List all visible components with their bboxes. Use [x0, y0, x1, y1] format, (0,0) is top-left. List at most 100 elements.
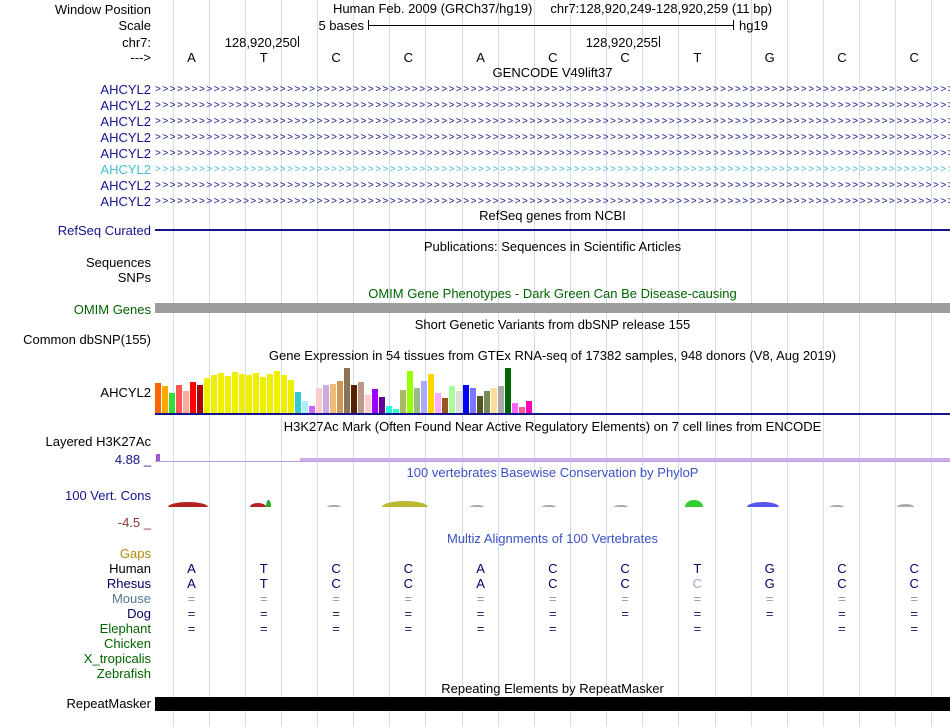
h3k27ac-label[interactable]: Layered H3K27Ac [45, 434, 151, 449]
gene-exon-arrows[interactable]: >>>>>>>>>>>>>>>>>>>>>>>>>>>>>>>>>>>>>>>>… [155, 180, 950, 191]
gtex-baseline[interactable] [155, 413, 950, 415]
refseq-curated-label[interactable]: RefSeq Curated [57, 223, 151, 238]
gtex-tissue-bar[interactable] [274, 371, 280, 415]
gtex-tissue-bar[interactable] [253, 373, 259, 415]
gtex-tissue-bar[interactable] [218, 373, 224, 415]
refseq-curated-track[interactable] [155, 229, 950, 231]
gtex-tissue-bar[interactable] [267, 374, 273, 415]
gtex-tissue-bar[interactable] [456, 391, 462, 415]
gene-label[interactable]: AHCYL2 [100, 82, 151, 97]
species-label[interactable]: Elephant [99, 621, 151, 636]
gtex-tissue-bar[interactable] [400, 390, 406, 415]
dbsnp-label[interactable]: Common dbSNP(155) [23, 332, 151, 347]
gtex-tissue-bar[interactable] [225, 376, 231, 415]
gtex-tissue-bar[interactable] [428, 374, 434, 415]
species-label[interactable]: Gaps [119, 546, 151, 561]
gene-label[interactable]: AHCYL2 [100, 194, 151, 209]
omim-genes-track[interactable] [155, 303, 950, 313]
gtex-tissue-bar[interactable] [288, 380, 294, 415]
conservation-label[interactable]: 100 Vert. Cons [65, 488, 151, 503]
gtex-tissue-bar[interactable] [414, 388, 420, 415]
gene-label[interactable]: AHCYL2 [100, 98, 151, 113]
gene-exon-arrows[interactable]: >>>>>>>>>>>>>>>>>>>>>>>>>>>>>>>>>>>>>>>>… [155, 196, 950, 207]
gtex-tissue-bar[interactable] [484, 391, 490, 415]
omim-genes-label[interactable]: OMIM Genes [73, 302, 151, 317]
gtex-tissue-bar[interactable] [505, 368, 511, 415]
gene-exon-arrows[interactable]: >>>>>>>>>>>>>>>>>>>>>>>>>>>>>>>>>>>>>>>>… [155, 164, 950, 175]
gene-label[interactable]: AHCYL2 [100, 178, 151, 193]
gene-label[interactable]: AHCYL2 [100, 162, 151, 177]
gtex-tissue-bar[interactable] [169, 393, 175, 415]
species-label[interactable]: Chicken [104, 636, 151, 651]
species-label[interactable]: Zebrafish [96, 666, 151, 681]
gene-label[interactable]: AHCYL2 [100, 130, 151, 145]
gene-label[interactable]: AHCYL2 [100, 146, 151, 161]
gtex-tissue-bar[interactable] [386, 406, 392, 415]
gtex-tissue-bar[interactable] [491, 388, 497, 415]
gtex-tissue-bar[interactable] [281, 375, 287, 415]
gtex-tissue-bar[interactable] [155, 383, 161, 415]
gtex-tissue-bar[interactable] [421, 381, 427, 415]
repeatmasker-track[interactable] [155, 697, 950, 711]
repeatmasker-label[interactable]: RepeatMasker [66, 696, 151, 711]
gtex-tissue-bar[interactable] [365, 395, 371, 415]
gtex-tissue-bar[interactable] [323, 385, 329, 415]
species-label[interactable]: Mouse [111, 591, 151, 606]
gtex-tissue-bar[interactable] [379, 397, 385, 415]
alignment-base: C [837, 561, 847, 576]
publications-snps-label[interactable]: SNPs [117, 270, 151, 285]
gtex-tissue-bar[interactable] [162, 386, 168, 415]
gtex-tissue-bar[interactable] [477, 396, 483, 415]
gtex-tissue-bar[interactable] [351, 385, 357, 415]
gtex-tissue-bar[interactable] [344, 368, 350, 415]
h3k27ac-signal-spike[interactable] [156, 454, 160, 461]
gtex-tissue-bar[interactable] [232, 372, 238, 415]
gtex-tissue-bar[interactable] [260, 377, 266, 415]
gtex-tissue-bar[interactable] [442, 398, 448, 415]
gencode-track-title: GENCODE V49lift37 [492, 65, 613, 80]
gene-exon-arrows[interactable]: >>>>>>>>>>>>>>>>>>>>>>>>>>>>>>>>>>>>>>>>… [155, 148, 950, 159]
gtex-tissue-bar[interactable] [407, 371, 413, 415]
gtex-tissue-bar[interactable] [449, 386, 455, 415]
gtex-tissue-bar[interactable] [372, 389, 378, 415]
gtex-tissue-bar[interactable] [204, 378, 210, 415]
gtex-tissue-bar[interactable] [330, 384, 336, 415]
gene-exon-arrows[interactable]: >>>>>>>>>>>>>>>>>>>>>>>>>>>>>>>>>>>>>>>>… [155, 100, 950, 111]
species-label[interactable]: Rhesus [106, 576, 151, 591]
h3k27ac-signal-line[interactable] [155, 461, 950, 462]
gtex-tissue-bar[interactable] [393, 409, 399, 415]
gtex-tissue-bar[interactable] [211, 375, 217, 415]
gene-exon-arrows[interactable]: >>>>>>>>>>>>>>>>>>>>>>>>>>>>>>>>>>>>>>>>… [155, 132, 950, 143]
species-label[interactable]: Human [109, 561, 151, 576]
gene-exon-arrows[interactable]: >>>>>>>>>>>>>>>>>>>>>>>>>>>>>>>>>>>>>>>>… [155, 116, 950, 127]
alignment-row-mouse: Mouse = = = = = = = = = = = [0, 591, 950, 606]
gene-exon-arrows[interactable]: >>>>>>>>>>>>>>>>>>>>>>>>>>>>>>>>>>>>>>>>… [155, 84, 950, 95]
gtex-tissue-bar[interactable] [239, 374, 245, 415]
gtex-tissue-bar[interactable] [435, 393, 441, 415]
species-label[interactable]: X_tropicalis [83, 651, 151, 666]
gtex-gene-label[interactable]: AHCYL2 [100, 385, 151, 400]
gtex-tissue-bar[interactable] [526, 401, 532, 415]
gtex-tissue-bar[interactable] [316, 388, 322, 415]
gtex-tissue-bar[interactable] [190, 382, 196, 415]
gtex-tissue-bar[interactable] [302, 401, 308, 415]
gtex-tissue-bar[interactable] [337, 381, 343, 415]
gtex-tissue-bar[interactable] [183, 391, 189, 415]
gtex-tissue-bar[interactable] [498, 386, 504, 415]
gene-label[interactable]: AHCYL2 [100, 114, 151, 129]
gtex-tissue-bar[interactable] [295, 392, 301, 415]
gtex-tissue-bar[interactable] [463, 385, 469, 415]
h3k27ac-signal-band[interactable] [300, 458, 950, 461]
strand-arrow-label: ---> [130, 50, 151, 65]
gtex-tissue-bar[interactable] [246, 375, 252, 415]
publications-sequences-label[interactable]: Sequences [85, 255, 151, 270]
gtex-tissue-bar[interactable] [197, 385, 203, 415]
gtex-tissue-bar[interactable] [309, 406, 315, 415]
gtex-tissue-bar[interactable] [512, 403, 518, 415]
species-label[interactable]: Dog [127, 606, 151, 621]
h3k27ac-max-value: 4.88 _ [114, 452, 151, 467]
gtex-tissue-bar[interactable] [470, 388, 476, 415]
gtex-tissue-bar[interactable] [519, 407, 525, 415]
gtex-tissue-bar[interactable] [176, 385, 182, 415]
gtex-tissue-bar[interactable] [358, 382, 364, 415]
